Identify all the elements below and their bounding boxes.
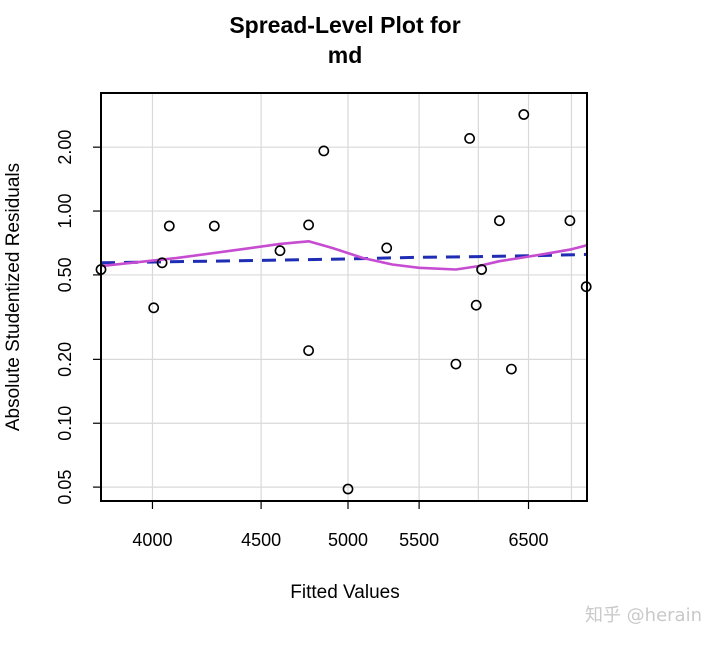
x-tick-label: 4000	[132, 530, 172, 550]
grid	[101, 93, 587, 501]
x-tick-label: 5500	[399, 530, 439, 550]
chart-title: Spread-Level Plot for	[229, 12, 460, 38]
y-tick-label: 0.10	[55, 406, 75, 441]
data-point	[318, 145, 330, 157]
data-point	[342, 483, 354, 495]
data-point	[470, 299, 482, 311]
data-point	[303, 345, 314, 356]
data-point	[464, 132, 475, 144]
watermark: 知乎 @herain	[584, 605, 702, 626]
y-tick-label: 2.00	[55, 130, 75, 165]
data-point	[450, 358, 462, 370]
trend-lines	[100, 240, 588, 271]
y-tick-label: 0.05	[55, 470, 75, 505]
y-axis-label: Absolute Studentized Residuals	[3, 163, 24, 431]
data-point	[208, 220, 220, 232]
x-tick-label: 4500	[241, 530, 281, 550]
data-point	[518, 109, 530, 120]
x-axis: 4000 4500 5000 5500 6500	[132, 501, 549, 550]
data-point	[156, 257, 168, 269]
data-point	[381, 242, 393, 254]
x-tick-label: 6500	[508, 530, 548, 550]
plot-frame	[100, 92, 588, 502]
data-point	[476, 264, 487, 275]
chart-subtitle: md	[328, 42, 363, 68]
data-point	[274, 245, 286, 257]
x-tick-label: 5000	[328, 530, 368, 550]
y-tick-label: 0.50	[55, 257, 75, 292]
data-point	[493, 215, 505, 227]
data-point	[505, 363, 517, 375]
x-axis-label: Fitted Values	[290, 582, 399, 603]
data-point	[163, 220, 175, 232]
y-tick-label: 1.00	[55, 194, 75, 229]
data-point	[303, 219, 314, 231]
smooth-fit-line	[100, 240, 588, 271]
y-axis: 0.05 0.10 0.20 0.50 1.00 2.00	[55, 130, 101, 505]
data-points	[95, 109, 592, 495]
data-point	[148, 302, 160, 314]
y-tick-label: 0.20	[55, 342, 75, 377]
data-point	[564, 215, 576, 227]
